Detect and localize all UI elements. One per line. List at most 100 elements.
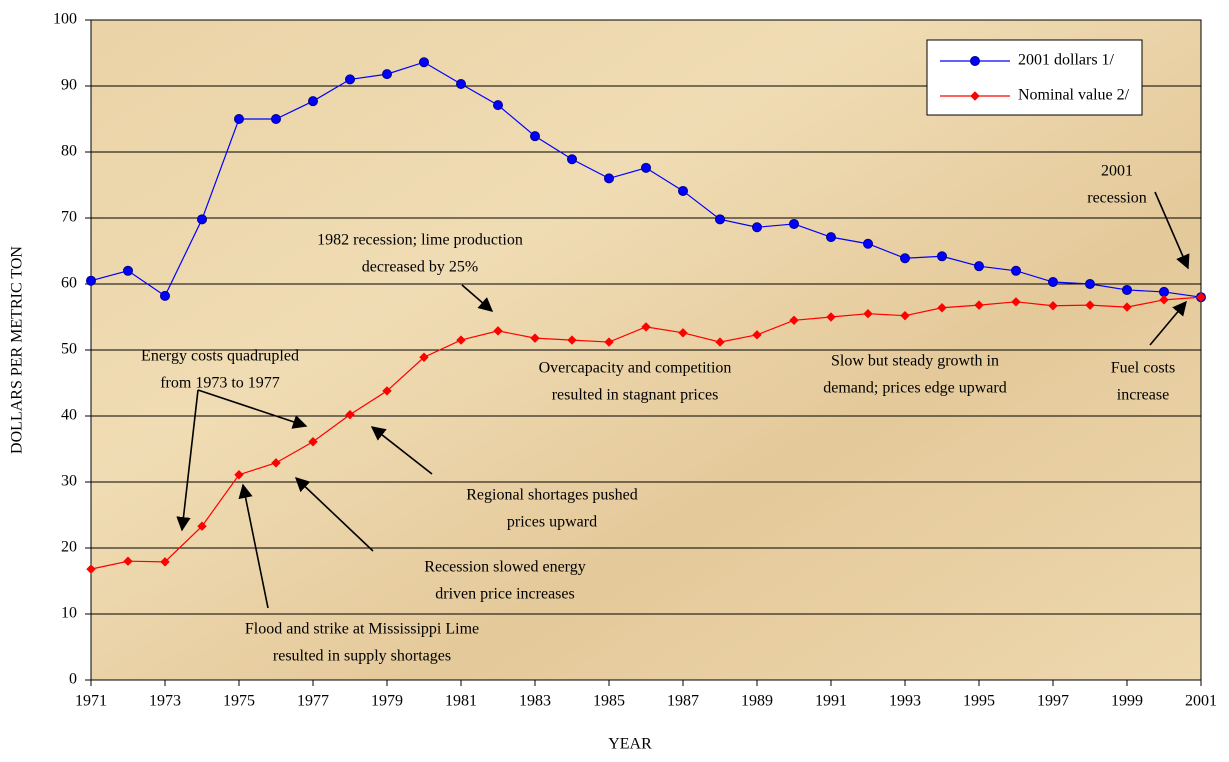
x-tick-label: 1985 <box>593 693 625 710</box>
annotation: increase <box>1117 387 1169 404</box>
data-point <box>160 557 170 567</box>
legend-box <box>926 39 1143 116</box>
data-point <box>752 222 762 233</box>
data-point <box>197 521 207 531</box>
annotation: Recession slowed energy <box>424 559 585 576</box>
data-point <box>234 114 244 124</box>
legend-marker <box>970 91 980 101</box>
data-point <box>86 564 96 574</box>
annotation: 1982 recession; lime production <box>317 232 523 249</box>
x-tick-label: 1991 <box>815 693 847 710</box>
y-tick-label: 90 <box>61 77 77 94</box>
data-point <box>789 315 799 326</box>
x-tick-label: 2001 <box>1185 693 1217 710</box>
data-point <box>1085 300 1095 310</box>
data-point <box>715 337 725 347</box>
x-tick-label: 1997 <box>1037 693 1069 710</box>
data-point <box>826 312 836 322</box>
data-point <box>604 173 614 184</box>
x-tick-label: 1983 <box>519 693 551 710</box>
arrow <box>238 483 269 609</box>
data-point <box>974 261 984 272</box>
annotation: 2001 <box>1101 163 1133 180</box>
data-point <box>271 114 281 124</box>
annotation: Overcapacity and competition <box>539 360 732 377</box>
y-tick-label: 50 <box>61 341 77 358</box>
data-point <box>604 337 614 347</box>
data-point <box>123 265 133 276</box>
data-point <box>641 322 651 332</box>
arrow <box>176 389 199 532</box>
data-point <box>974 300 984 310</box>
data-point <box>456 335 466 345</box>
annotation: resulted in stagnant prices <box>552 387 719 404</box>
arrow <box>461 284 494 312</box>
annotation: Fuel costs <box>1111 360 1175 377</box>
data-point <box>789 218 799 229</box>
y-tick-label: 20 <box>61 539 77 556</box>
annotation: prices upward <box>507 514 597 531</box>
data-point <box>678 328 688 338</box>
x-tick-label: 1973 <box>149 693 181 710</box>
data-point <box>123 556 133 566</box>
arrow <box>370 426 433 475</box>
data-point <box>234 470 244 480</box>
data-point <box>567 154 577 165</box>
data-point <box>937 251 947 262</box>
data-point <box>937 303 947 313</box>
x-axis-label: YEAR <box>608 736 652 753</box>
data-point <box>1122 302 1132 312</box>
data-point <box>493 326 503 336</box>
legend-label: Nominal value 2/ <box>1018 87 1130 104</box>
x-tick-label: 1977 <box>297 693 329 710</box>
annotation: driven price increases <box>435 586 574 603</box>
data-point <box>826 232 836 243</box>
annotation: recession <box>1087 190 1147 207</box>
data-point <box>1048 277 1058 288</box>
x-tick-label: 1989 <box>741 693 773 710</box>
legend-marker <box>970 56 980 66</box>
arrow <box>1149 300 1187 346</box>
data-point <box>1048 301 1058 311</box>
annotation-arrows <box>176 191 1190 609</box>
data-point <box>419 57 429 68</box>
data-point <box>863 308 873 319</box>
y-tick-label: 10 <box>61 605 77 622</box>
arrow <box>294 477 374 552</box>
annotation: decreased by 25% <box>362 259 478 276</box>
data-point <box>308 96 318 107</box>
data-point <box>345 74 355 85</box>
annotation: demand; prices edge upward <box>823 380 1006 397</box>
data-point <box>863 238 873 249</box>
data-point <box>715 214 725 225</box>
y-tick-label: 70 <box>61 209 77 226</box>
data-point <box>1122 284 1132 295</box>
data-point <box>382 69 392 80</box>
y-tick-label: 100 <box>53 11 77 28</box>
data-point <box>900 310 910 321</box>
x-tick-label: 1995 <box>963 693 995 710</box>
data-point <box>493 100 503 111</box>
x-tick-label: 1975 <box>223 693 255 710</box>
data-point <box>160 290 170 301</box>
y-tick-label: 30 <box>61 473 77 490</box>
data-point <box>530 333 540 343</box>
y-tick-label: 40 <box>61 407 77 424</box>
data-point <box>752 330 762 340</box>
data-point <box>1011 297 1021 307</box>
data-point <box>530 131 540 142</box>
legend-label: 2001 dollars 1/ <box>1018 52 1115 69</box>
data-point <box>900 253 910 264</box>
data-point <box>1011 265 1021 276</box>
data-point <box>1159 295 1169 305</box>
data-point <box>1085 279 1095 289</box>
x-tick-label: 1993 <box>889 693 921 710</box>
annotation: Regional shortages pushed <box>466 487 638 504</box>
arrow <box>1154 191 1190 270</box>
x-tick-label: 1981 <box>445 693 477 710</box>
arrow <box>197 389 308 429</box>
data-point <box>86 275 96 286</box>
data-point <box>1159 286 1169 297</box>
data-point <box>345 409 355 420</box>
